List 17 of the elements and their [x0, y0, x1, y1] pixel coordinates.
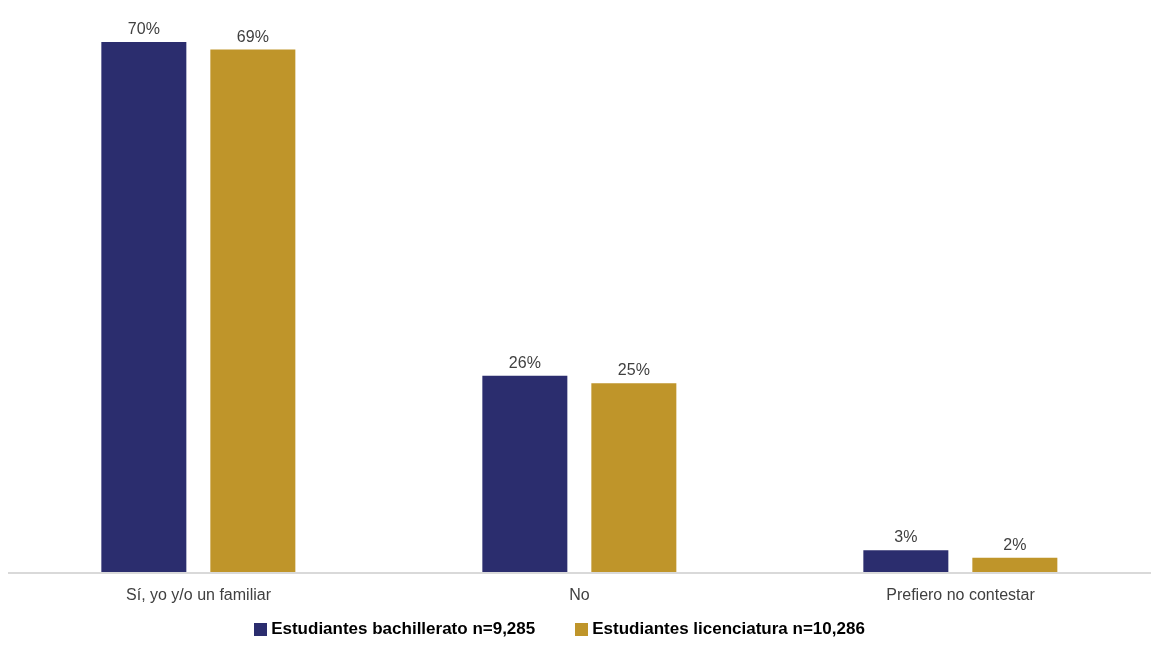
data-label: 70% — [127, 20, 160, 37]
x-tick-label: No — [569, 586, 590, 604]
bar — [101, 42, 187, 573]
bar — [482, 375, 568, 573]
bar — [210, 49, 296, 573]
data-label: 25% — [617, 361, 650, 379]
legend-label: Estudiantes licenciatura n=10,286 — [592, 619, 865, 638]
bar — [863, 550, 949, 573]
x-tick-label: Sí, yo y/o un familiar — [126, 586, 272, 604]
x-tick-label: Prefiero no contestar — [886, 586, 1036, 604]
data-label: 26% — [508, 353, 541, 371]
bar — [591, 383, 677, 573]
data-label: 69% — [236, 27, 269, 45]
data-label: 3% — [894, 528, 918, 546]
bar — [972, 557, 1058, 573]
data-label: 2% — [1003, 535, 1027, 553]
legend-label: Estudiantes bachillerato n=9,285 — [271, 619, 536, 638]
